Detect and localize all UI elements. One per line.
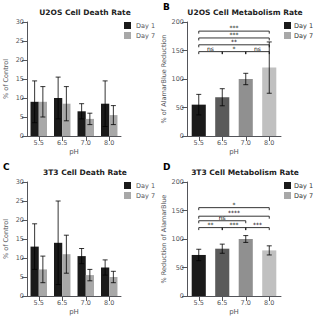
svg-text:% Reduction of AlamarBlue: % Reduction of AlamarBlue (160, 195, 168, 284)
svg-text:10: 10 (16, 94, 24, 102)
svg-text:15: 15 (16, 235, 24, 243)
svg-text:0: 0 (20, 132, 24, 140)
svg-text:10: 10 (16, 254, 24, 262)
svg-text:200: 200 (172, 178, 184, 186)
svg-text:5.5: 5.5 (194, 299, 204, 307)
svg-text:C: C (3, 162, 10, 172)
svg-text:150: 150 (172, 207, 184, 215)
svg-text:200: 200 (172, 18, 184, 26)
svg-text:5.5: 5.5 (194, 139, 204, 147)
svg-text:8.0: 8.0 (104, 299, 114, 307)
svg-text:ns: ns (207, 45, 214, 52)
svg-text:pH: pH (69, 148, 79, 156)
svg-text:pH: pH (229, 148, 239, 156)
svg-text:D: D (163, 162, 170, 172)
svg-text:B: B (163, 2, 170, 12)
svg-text:5.5: 5.5 (34, 299, 44, 307)
svg-text:Day 7: Day 7 (136, 32, 155, 40)
svg-text:% of Control: % of Control (2, 219, 10, 259)
svg-text:Day 1: Day 1 (136, 182, 155, 190)
svg-text:***: *** (230, 24, 239, 31)
svg-text:**: ** (231, 38, 237, 45)
svg-text:6.5: 6.5 (57, 139, 67, 147)
svg-text:0: 0 (180, 292, 184, 300)
svg-text:Day 7: Day 7 (136, 192, 155, 200)
svg-text:25: 25 (16, 37, 24, 45)
svg-text:U2OS Cell Death Rate: U2OS Cell Death Rate (39, 8, 130, 17)
svg-text:3T3 Cell Metabolism Rate: 3T3 Cell Metabolism Rate (191, 168, 299, 177)
svg-text:150: 150 (172, 47, 184, 55)
svg-text:7.0: 7.0 (81, 139, 91, 147)
svg-text:50: 50 (176, 104, 184, 112)
svg-text:5: 5 (20, 273, 24, 281)
svg-text:Day 1: Day 1 (294, 182, 313, 190)
svg-text:% of AlamarBlue Reduction: % of AlamarBlue Reduction (160, 35, 168, 124)
svg-text:100: 100 (172, 75, 184, 83)
svg-text:0: 0 (20, 292, 24, 300)
svg-text:pH: pH (229, 308, 239, 316)
svg-text:7.0: 7.0 (241, 299, 251, 307)
svg-text:30: 30 (16, 178, 24, 186)
svg-text:100: 100 (172, 235, 184, 243)
svg-text:0: 0 (180, 132, 184, 140)
svg-text:6.5: 6.5 (57, 299, 67, 307)
svg-text:50: 50 (176, 264, 184, 272)
svg-text:***: *** (230, 221, 239, 228)
svg-text:ns: ns (219, 214, 226, 221)
svg-text:Day 7: Day 7 (294, 192, 313, 200)
svg-text:8.0: 8.0 (264, 139, 274, 147)
svg-text:% of Control: % of Control (2, 59, 10, 99)
svg-text:ns: ns (254, 45, 261, 52)
svg-text:6.5: 6.5 (217, 299, 227, 307)
svg-text:30: 30 (16, 18, 24, 26)
svg-text:U2OS Cell Metabolism Rate: U2OS Cell Metabolism Rate (187, 8, 302, 17)
svg-text:****: **** (228, 209, 240, 216)
svg-text:Day 1: Day 1 (136, 22, 155, 30)
svg-text:15: 15 (16, 75, 24, 83)
svg-text:5: 5 (20, 113, 24, 121)
svg-text:20: 20 (16, 216, 24, 224)
svg-text:5.5: 5.5 (34, 139, 44, 147)
svg-text:*: * (233, 45, 236, 52)
svg-text:20: 20 (16, 56, 24, 64)
svg-text:***: *** (230, 31, 239, 38)
svg-text:6.5: 6.5 (217, 139, 227, 147)
svg-text:7.0: 7.0 (81, 299, 91, 307)
svg-text:25: 25 (16, 197, 24, 205)
svg-text:*: * (233, 201, 236, 208)
svg-text:8.0: 8.0 (104, 139, 114, 147)
svg-text:Day 1: Day 1 (294, 22, 313, 30)
svg-text:8.0: 8.0 (264, 299, 274, 307)
svg-text:pH: pH (69, 308, 79, 316)
svg-text:**: ** (208, 221, 214, 228)
svg-text:Day 7: Day 7 (294, 32, 313, 40)
svg-text:3T3 Cell Death Rate: 3T3 Cell Death Rate (43, 168, 127, 177)
svg-text:***: *** (253, 221, 262, 228)
svg-text:7.0: 7.0 (241, 139, 251, 147)
